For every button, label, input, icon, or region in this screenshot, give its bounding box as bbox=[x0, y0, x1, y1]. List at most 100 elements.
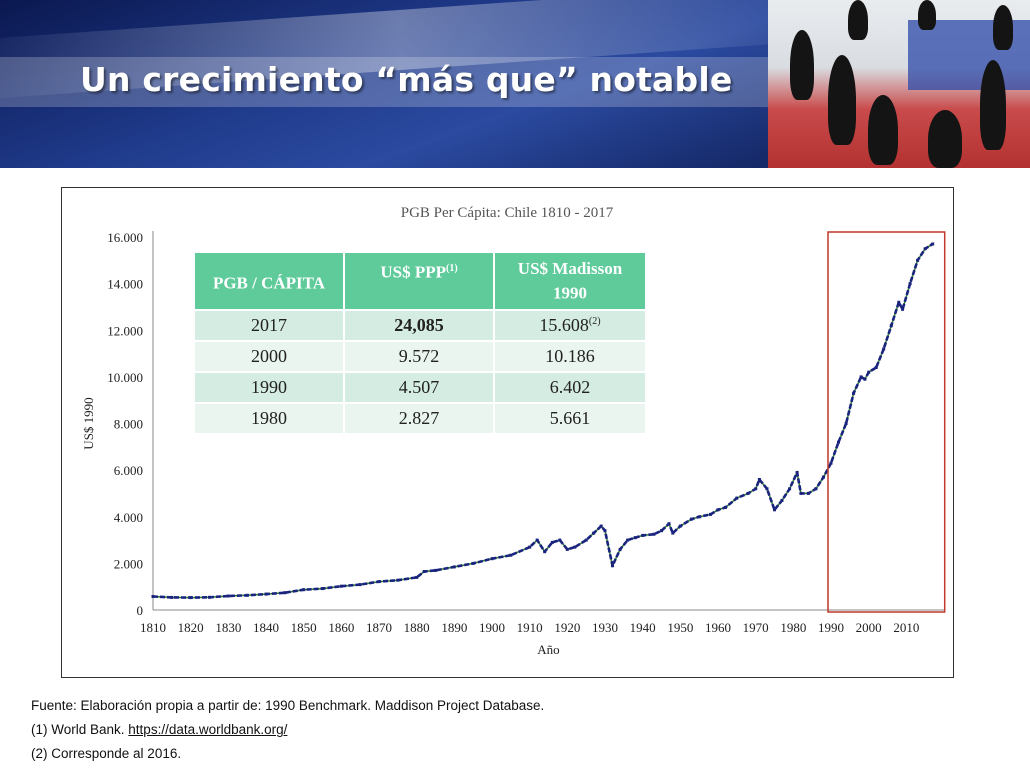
data-point bbox=[283, 591, 287, 595]
source-footnote-2: (2) Corresponde al 2016. bbox=[31, 746, 182, 761]
data-point bbox=[923, 247, 927, 251]
data-point bbox=[897, 300, 901, 304]
x-tick-label: 1860 bbox=[328, 620, 354, 635]
data-point bbox=[626, 538, 630, 542]
data-point bbox=[859, 375, 863, 379]
data-point bbox=[678, 524, 682, 528]
data-point bbox=[916, 258, 920, 262]
table-header-cell: US$ PPP(1) bbox=[343, 251, 495, 311]
series-line bbox=[152, 242, 934, 599]
madisson-sup: (2) bbox=[588, 316, 601, 327]
table-header-row: PGB / CÁPITA US$ PPP(1) US$ Madisson 199… bbox=[193, 251, 647, 311]
data-point bbox=[396, 578, 400, 582]
x-tick-label: 1830 bbox=[215, 620, 241, 635]
worldbank-link[interactable]: https://data.worldbank.org/ bbox=[128, 722, 288, 737]
cell-year: 1990 bbox=[193, 371, 345, 404]
x-tick-label: 1820 bbox=[178, 620, 204, 635]
madisson-value: 15.608 bbox=[539, 315, 589, 335]
y-tick-label: 0 bbox=[137, 603, 144, 618]
x-tick-label: 1880 bbox=[404, 620, 430, 635]
data-point bbox=[321, 587, 324, 591]
y-tick-label: 12.000 bbox=[107, 323, 143, 338]
data-point bbox=[618, 547, 622, 551]
data-point bbox=[863, 377, 867, 381]
person-silhouette bbox=[828, 55, 856, 145]
cell-madisson: 10.186 bbox=[493, 340, 647, 373]
data-point bbox=[151, 595, 155, 598]
data-point bbox=[829, 461, 833, 465]
cell-ppp: 24,085 bbox=[343, 309, 495, 342]
x-tick-label: 1840 bbox=[253, 620, 279, 635]
source-line: Fuente: Elaboración propia a partir de: … bbox=[31, 698, 545, 713]
data-point bbox=[565, 547, 569, 551]
y-tick-label: 10.000 bbox=[107, 370, 143, 385]
y-tick-label: 8.000 bbox=[114, 417, 143, 432]
header-text: US$ Madisson 1990 bbox=[517, 259, 623, 303]
source-footnote-1: (1) World Bank. https://data.worldbank.o… bbox=[31, 720, 544, 744]
data-point bbox=[584, 538, 588, 542]
cell-ppp: 9.572 bbox=[343, 340, 495, 373]
header-sup: (1) bbox=[445, 263, 458, 274]
data-point bbox=[170, 595, 174, 599]
x-tick-label: 1950 bbox=[667, 620, 693, 635]
slide-title: Un crecimiento “más que” notable bbox=[80, 60, 733, 99]
data-point bbox=[690, 517, 694, 521]
data-point bbox=[931, 242, 935, 246]
table-row: 2017 24,085 15.608(2) bbox=[193, 309, 647, 342]
x-tick-label: 1980 bbox=[780, 620, 806, 635]
cell-madisson: 15.608(2) bbox=[493, 309, 647, 342]
x-tick-label: 1900 bbox=[479, 620, 505, 635]
y-tick-label: 14.000 bbox=[107, 277, 143, 292]
data-point bbox=[599, 524, 603, 528]
chart-frame: PGB Per Cápita: Chile 1810 - 2017 0 2.000 4… bbox=[61, 187, 954, 678]
header-text: PGB / CÁPITA bbox=[212, 273, 326, 293]
highlight-box bbox=[827, 231, 946, 613]
x-tick-label: 2000 bbox=[856, 620, 882, 635]
data-point bbox=[908, 282, 912, 286]
data-point bbox=[735, 496, 739, 500]
data-point bbox=[889, 324, 893, 328]
data-point bbox=[573, 545, 577, 549]
data-point bbox=[452, 565, 456, 569]
y-tick-label: 2.000 bbox=[114, 556, 143, 571]
data-point bbox=[226, 594, 230, 598]
x-tick-label: 1970 bbox=[743, 620, 769, 635]
header-text: US$ PPP bbox=[380, 262, 446, 282]
table-row: 1990 4.507 6.402 bbox=[193, 371, 647, 404]
ppp-value: 24,085 bbox=[394, 315, 444, 335]
data-point bbox=[757, 478, 761, 481]
data-point bbox=[592, 531, 596, 535]
data-point bbox=[490, 557, 494, 561]
data-point bbox=[788, 487, 792, 491]
data-point bbox=[558, 538, 562, 542]
data-point bbox=[724, 505, 727, 509]
cell-ppp: 2.827 bbox=[343, 402, 495, 435]
x-tick-label: 1960 bbox=[705, 620, 731, 635]
x-tick-label: 1890 bbox=[441, 620, 467, 635]
cell-madisson: 6.402 bbox=[493, 371, 647, 404]
data-point bbox=[799, 491, 803, 495]
x-tick-label: 1940 bbox=[630, 620, 656, 635]
data-point bbox=[189, 596, 193, 600]
x-tick-label: 1850 bbox=[291, 620, 317, 635]
madisson-value: 6.402 bbox=[549, 377, 591, 397]
data-point bbox=[867, 370, 871, 374]
x-tick-label: 1810 bbox=[140, 620, 166, 635]
title-band bbox=[0, 57, 770, 107]
data-point bbox=[795, 471, 799, 474]
data-point bbox=[471, 561, 475, 565]
data-point bbox=[652, 532, 656, 536]
data-point bbox=[302, 588, 306, 592]
data-point bbox=[208, 595, 211, 599]
data-point bbox=[697, 515, 701, 519]
data-point bbox=[822, 475, 825, 479]
data-point bbox=[716, 508, 720, 512]
data-point bbox=[611, 564, 614, 568]
data-point bbox=[422, 570, 426, 573]
data-point bbox=[660, 529, 663, 533]
person-silhouette bbox=[980, 60, 1006, 150]
gdp-table: PGB / CÁPITA US$ PPP(1) US$ Madisson 199… bbox=[193, 251, 647, 435]
data-point bbox=[882, 347, 886, 351]
data-point bbox=[509, 553, 513, 557]
data-point bbox=[667, 522, 671, 526]
